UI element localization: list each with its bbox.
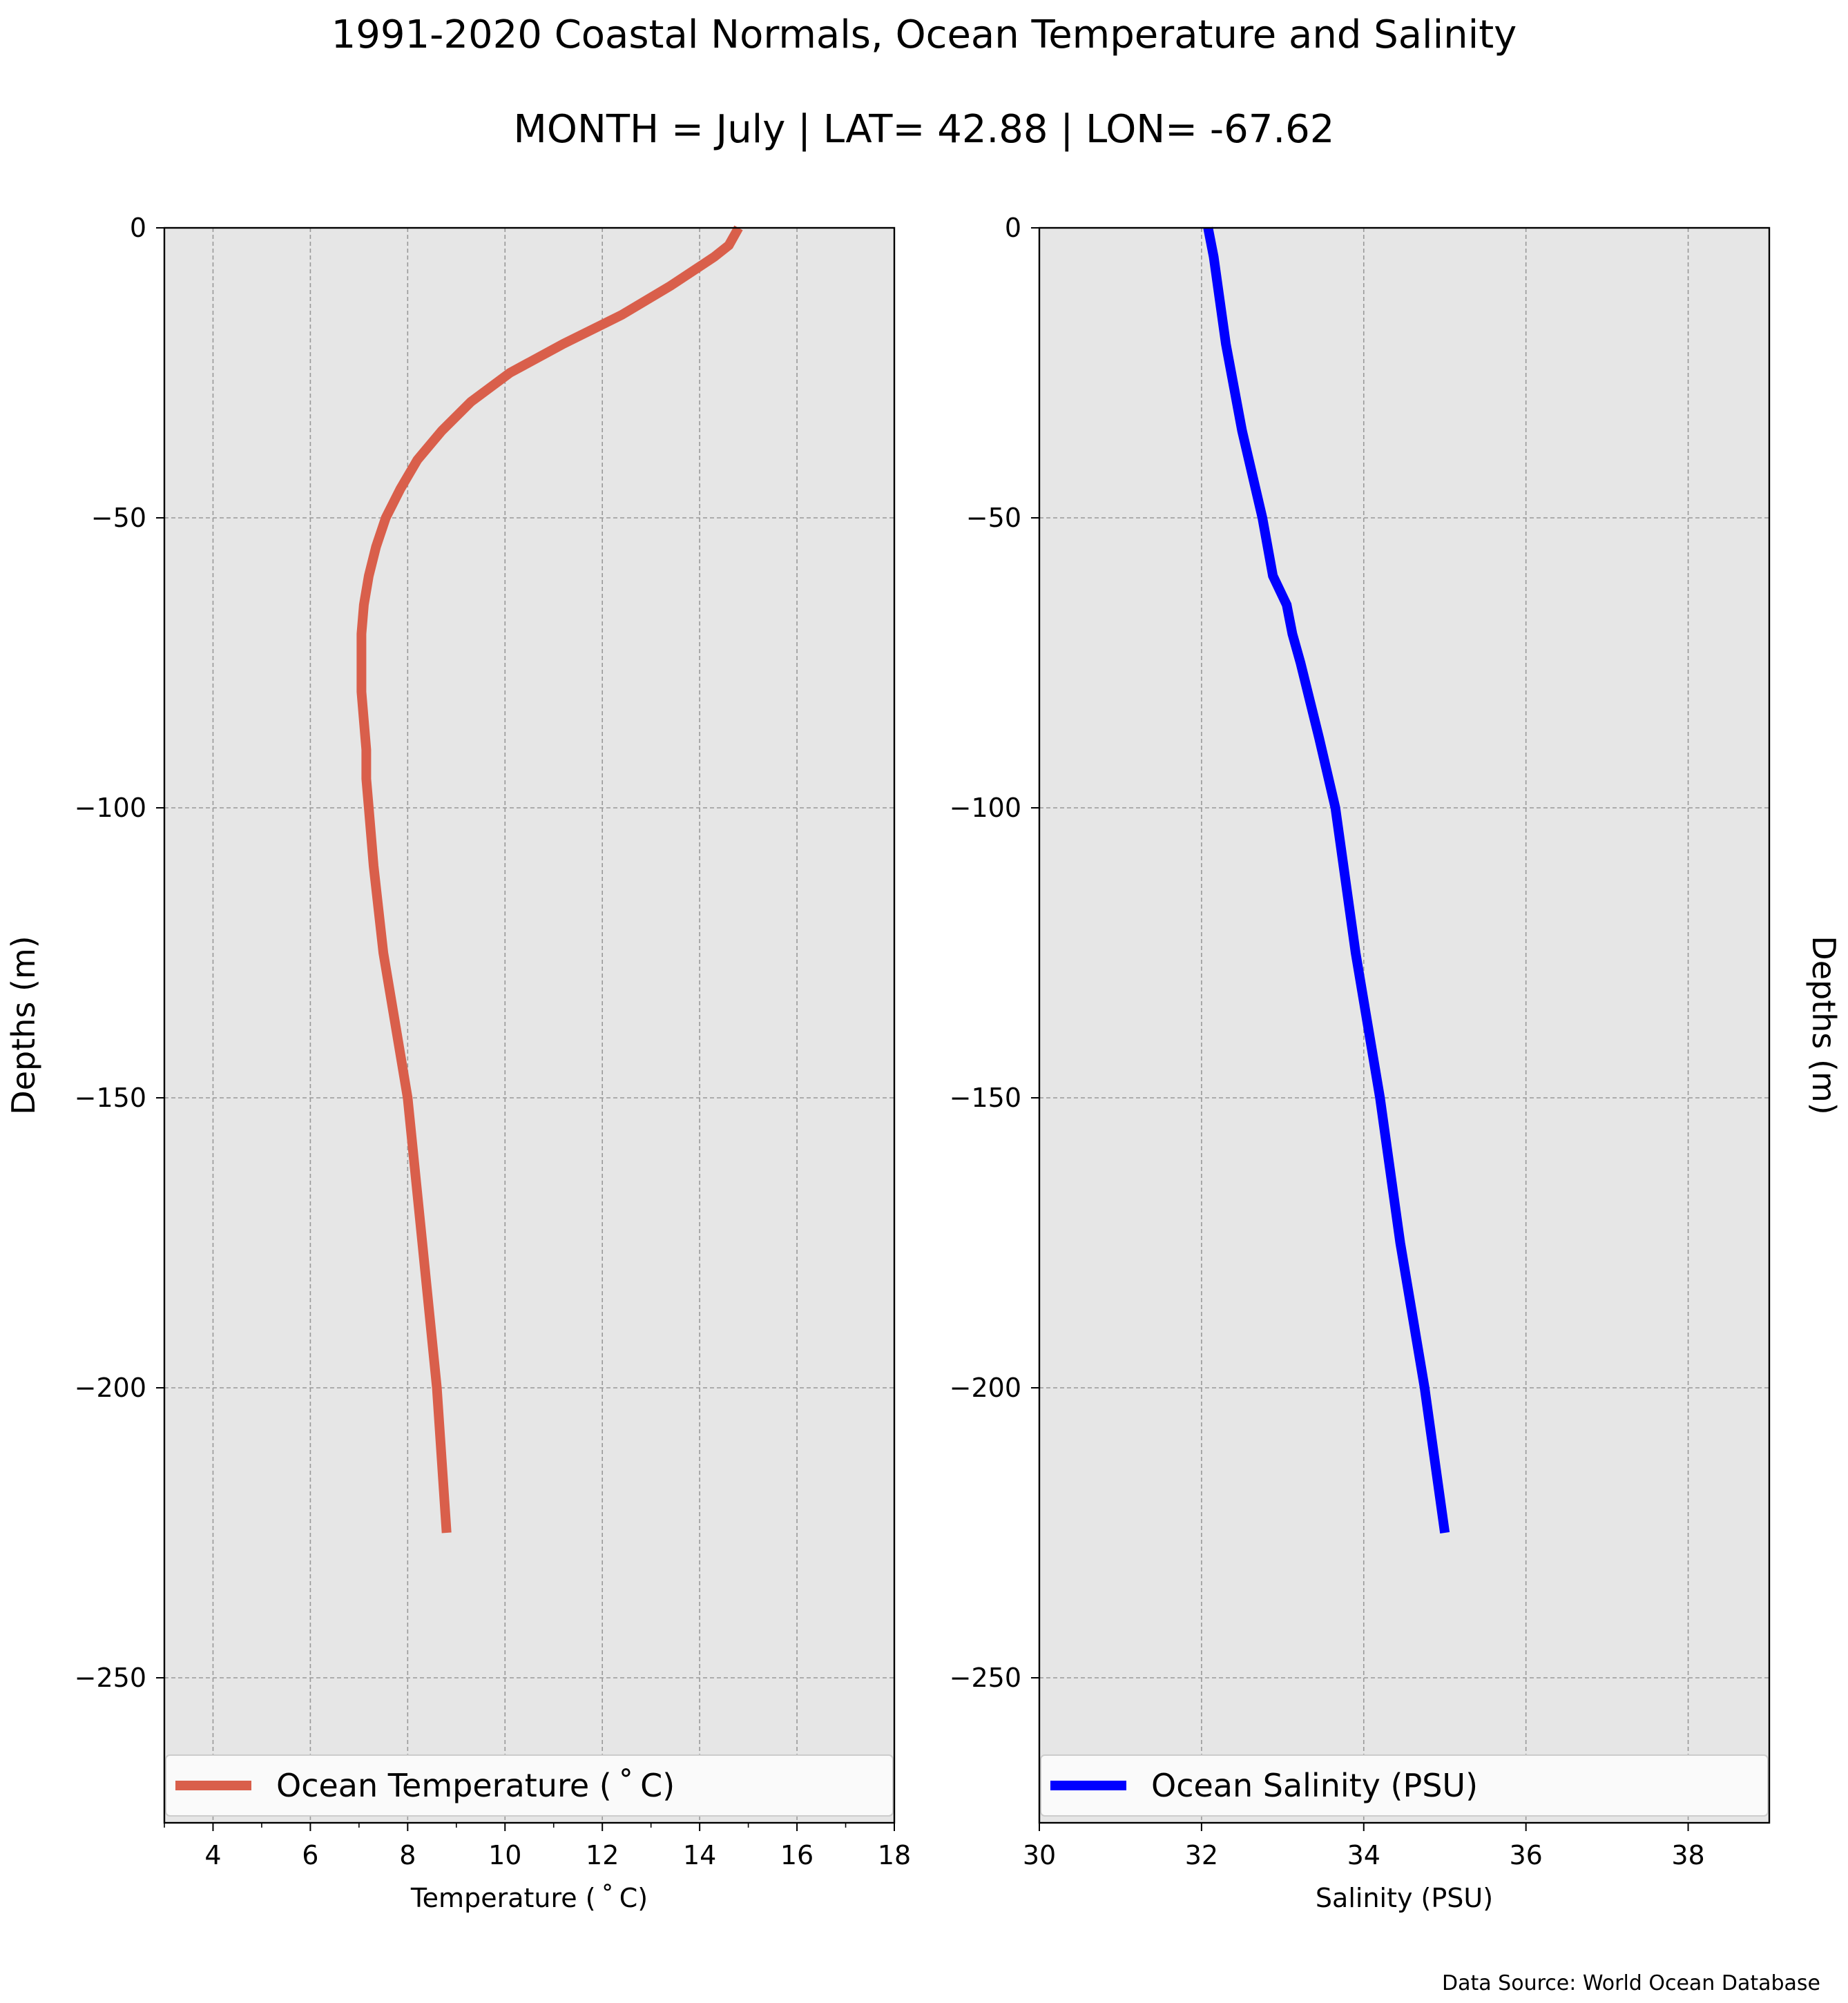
temperature-x-tick-label: 8: [399, 1840, 416, 1870]
salinity-legend-label: Ocean Salinity (PSU): [1151, 1767, 1478, 1804]
temperature-x-tick-label: 10: [488, 1840, 521, 1870]
salinity-panel: Ocean Salinity (PSU) 30 32 34 36 38 0 −50 −100 −1…: [950, 213, 1842, 1913]
temperature-y-tick-label: −50: [91, 503, 146, 533]
temperature-y-tick-label: −100: [75, 793, 146, 823]
salinity-x-tick-label: 38: [1671, 1840, 1704, 1870]
temperature-y-tick-label: −150: [75, 1083, 146, 1113]
temperature-x-axis-label: Temperature ( ˚ C): [410, 1883, 648, 1913]
temperature-x-tick-label: 18: [878, 1840, 911, 1870]
salinity-y-tick-label: −200: [950, 1373, 1021, 1403]
temperature-y-tick-label: −200: [75, 1373, 146, 1403]
temperature-series-line: [356, 225, 743, 1533]
figure-subtitle: MONTH = July | LAT= 42.88 | LON= -67.62: [513, 107, 1335, 152]
data-source-note: Data Source: World Ocean Database: [1442, 1971, 1820, 1995]
salinity-y-axis-label: Depths (m): [1805, 936, 1842, 1114]
temperature-x-tick-label: 6: [302, 1840, 318, 1870]
salinity-series-line: [1203, 226, 1450, 1533]
temperature-y-tick-label: 0: [130, 213, 146, 243]
temperature-x-tick-label: 4: [204, 1840, 221, 1870]
temperature-legend-label: Ocean Temperature ( ˚ C): [276, 1767, 675, 1804]
temperature-x-tick-label: 12: [586, 1840, 619, 1870]
salinity-axes-frame: [1038, 226, 1771, 1824]
temperature-plot-area: [164, 228, 894, 1823]
temperature-x-tick-label: 14: [683, 1840, 716, 1870]
temperature-legend-box: [165, 1754, 894, 1817]
temperature-y-tick-label: −250: [75, 1663, 146, 1693]
salinity-y-tick-label: −50: [966, 503, 1021, 533]
salinity-y-tick-label: 0: [1005, 213, 1021, 243]
salinity-legend-box: [1040, 1754, 1769, 1817]
figure-title: 1991-2020 Coastal Normals, Ocean Tempera…: [331, 12, 1517, 57]
salinity-y-tick-label: −100: [950, 793, 1021, 823]
temperature-panel: Ocean Temperature ( ˚ C) 4 6 8 10 12 14 16 18 0 −5…: [5, 213, 911, 1913]
salinity-x-tick-label: 36: [1509, 1840, 1542, 1870]
salinity-y-tick-label: −150: [950, 1083, 1021, 1113]
temperature-x-tick-label: 16: [780, 1840, 814, 1870]
salinity-x-tick-label: 34: [1347, 1840, 1380, 1870]
temperature-axes-frame: [163, 226, 896, 1824]
salinity-y-tick-label: −250: [950, 1663, 1021, 1693]
salinity-x-tick-label: 32: [1185, 1840, 1218, 1870]
temperature-y-axis-label: Depths (m): [5, 936, 42, 1114]
salinity-plot-area: [1039, 228, 1769, 1823]
salinity-x-tick-label: 30: [1023, 1840, 1056, 1870]
salinity-x-axis-label: Salinity (PSU): [1316, 1883, 1493, 1913]
